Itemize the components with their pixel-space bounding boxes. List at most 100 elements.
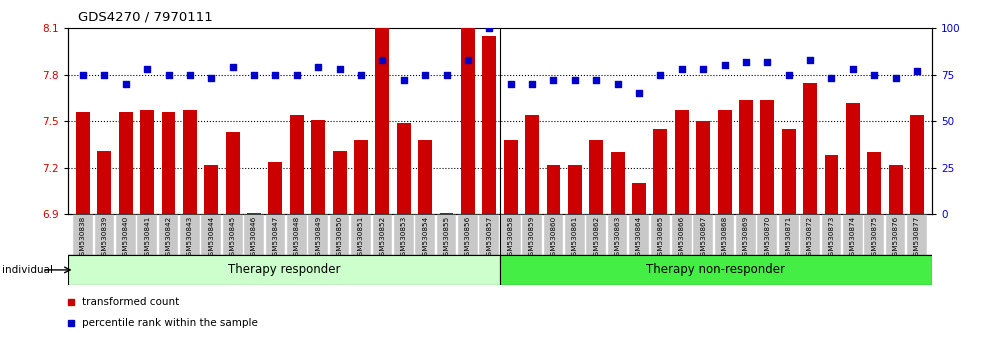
Bar [547,165,560,214]
Text: percentile rank within the sample: percentile rank within the sample [82,318,258,328]
Point [267,72,283,78]
Bar [201,214,221,255]
Bar [97,151,111,214]
Bar [800,214,820,255]
Text: GSM530862: GSM530862 [593,215,599,259]
Bar [180,214,200,255]
Bar [889,165,903,214]
Text: GSM530844: GSM530844 [208,215,214,259]
Bar [886,214,905,255]
Point [866,72,882,78]
Point [845,67,861,72]
Bar [608,214,627,255]
Text: GSM530852: GSM530852 [379,215,385,259]
Bar [565,214,585,255]
Bar [458,214,478,255]
Bar [290,115,304,214]
Text: GSM530843: GSM530843 [187,215,193,259]
Bar [864,214,884,255]
Text: individual: individual [2,265,53,275]
Text: GSM530863: GSM530863 [615,215,621,259]
Point [75,72,91,78]
Text: GSM530839: GSM530839 [101,215,107,259]
Text: GSM530846: GSM530846 [251,215,257,259]
Text: GSM530867: GSM530867 [700,215,706,259]
Point [182,72,198,78]
Text: GSM530842: GSM530842 [166,215,172,259]
Bar [653,129,667,214]
Text: GSM530850: GSM530850 [337,215,343,259]
Bar [651,214,670,255]
Bar [782,129,796,214]
Bar [461,28,475,214]
Text: GSM530877: GSM530877 [914,215,920,259]
Bar [907,214,927,255]
Bar [822,214,841,255]
Text: GSM530866: GSM530866 [679,215,685,259]
Point [802,57,818,63]
Point [524,81,540,87]
Text: GSM530847: GSM530847 [272,215,278,259]
Point [96,72,112,78]
Bar [375,28,389,214]
Text: GSM530876: GSM530876 [893,215,899,259]
Bar [500,255,932,285]
Text: GSM530859: GSM530859 [529,215,535,259]
Bar [415,214,435,255]
Bar [739,99,753,214]
Text: GSM530854: GSM530854 [422,215,428,259]
Bar [522,214,542,255]
Point [439,72,455,78]
Point [332,67,348,72]
Point [203,76,219,81]
Point [909,68,925,74]
Text: GSM530841: GSM530841 [144,215,150,259]
Bar [354,140,368,214]
Text: GDS4270 / 7970111: GDS4270 / 7970111 [78,11,213,24]
Point [503,81,519,87]
Bar [308,214,328,255]
Text: GSM530840: GSM530840 [123,215,129,259]
Bar [779,214,799,255]
Text: GSM530838: GSM530838 [80,215,86,259]
Text: GSM530855: GSM530855 [444,215,450,259]
Bar [351,214,371,255]
Text: GSM530869: GSM530869 [743,215,749,259]
Bar [846,103,860,214]
Bar [311,120,325,214]
Bar [867,152,881,214]
Bar [244,214,264,255]
Bar [632,183,646,214]
Bar [803,82,817,214]
Point [417,72,433,78]
Bar [525,115,539,214]
Text: GSM530858: GSM530858 [508,215,514,259]
Bar [611,152,625,214]
Text: GSM530874: GSM530874 [850,215,856,259]
Text: GSM530845: GSM530845 [230,215,236,259]
Bar [140,110,154,214]
Bar [693,214,713,255]
Point [161,72,177,78]
Bar [226,132,240,214]
Bar [586,214,606,255]
Bar [718,110,732,214]
Text: GSM530849: GSM530849 [315,215,321,259]
Point [545,78,561,83]
Bar [204,165,218,214]
Text: GSM530864: GSM530864 [636,215,642,259]
Bar [418,140,432,214]
Text: Therapy responder: Therapy responder [228,263,340,276]
Bar [223,214,243,255]
Bar [68,255,500,285]
Point [567,78,583,83]
Bar [757,214,777,255]
Text: GSM530873: GSM530873 [828,215,834,259]
Bar [437,214,456,255]
Bar [268,161,282,214]
Point [289,72,305,78]
Bar [287,214,307,255]
Point [823,76,839,81]
Bar [440,213,453,214]
Point [888,76,904,81]
